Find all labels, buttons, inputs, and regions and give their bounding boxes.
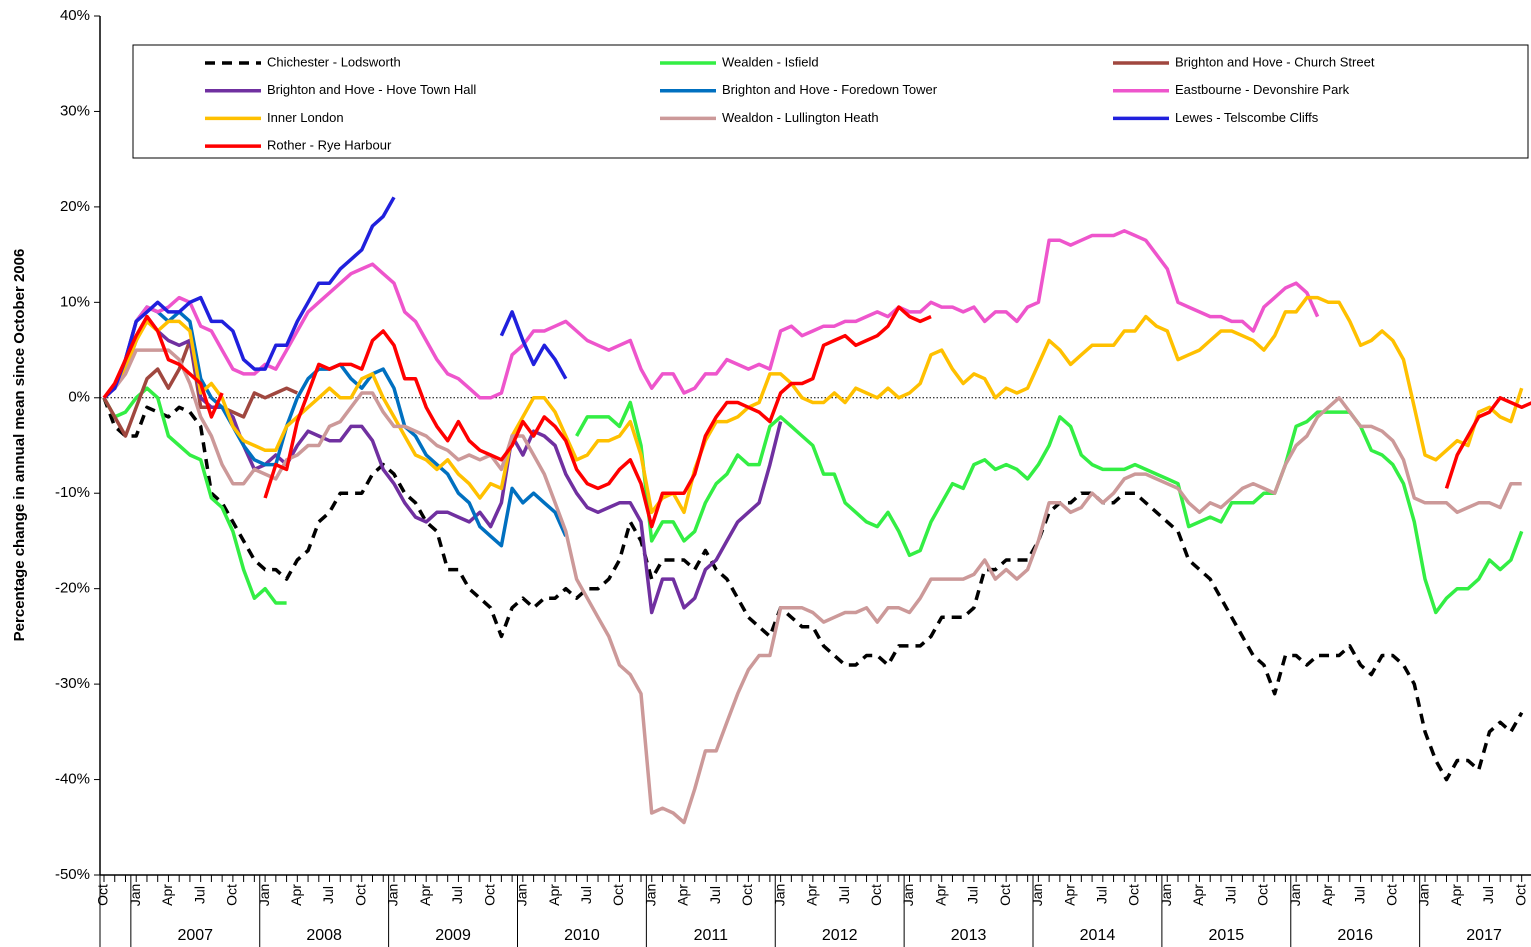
x-tick-label: Jan	[1029, 884, 1045, 907]
x-tick-label: Jan	[385, 884, 401, 907]
x-tick-label: Apr	[1190, 884, 1206, 906]
x-tick-label: Jan	[1416, 884, 1432, 907]
series-line	[102, 397, 1524, 782]
year-label: 2009	[435, 927, 471, 944]
year-label: 2016	[1337, 927, 1373, 944]
x-tick-label: Oct	[868, 884, 884, 906]
y-tick-label: -20%	[55, 580, 90, 597]
x-tick-label: Jul	[1351, 886, 1367, 904]
x-tick-label: Oct	[610, 884, 626, 906]
series-line	[102, 229, 1320, 400]
legend-label: Chichester - Lodsworth	[267, 54, 401, 69]
x-tick-label: Jul	[1480, 886, 1496, 904]
x-tick-label: Apr	[804, 884, 820, 906]
legend-label: Wealdon - Lullington Heath	[722, 110, 879, 125]
series-line	[102, 196, 568, 400]
x-tick-label: Jul	[578, 886, 594, 904]
y-tick-label: -40%	[55, 771, 90, 788]
year-label: 2013	[951, 927, 987, 944]
x-tick-label: Apr	[1448, 884, 1464, 906]
x-tick-label: Oct	[997, 884, 1013, 906]
legend-label: Brighton and Hove - Hove Town Hall	[267, 82, 476, 97]
series-line	[102, 295, 1524, 515]
x-tick-label: Oct	[1126, 884, 1142, 906]
series-line	[102, 305, 1531, 529]
y-tick-label: -10%	[55, 484, 90, 501]
x-tick-label: Apr	[932, 884, 948, 906]
x-tick-label: Apr	[417, 884, 433, 906]
legend-label: Brighton and Hove - Foredown Tower	[722, 82, 938, 97]
x-tick-label: Apr	[288, 884, 304, 906]
x-tick-label: Jul	[320, 886, 336, 904]
x-tick-label: Oct	[739, 884, 755, 906]
y-tick-label: 30%	[60, 102, 90, 119]
x-tick-label: Jul	[191, 886, 207, 904]
x-tick-label: Jan	[514, 884, 530, 907]
x-tick-label: Jul	[1094, 886, 1110, 904]
x-tick-label: Apr	[1061, 884, 1077, 906]
year-label: 2011	[694, 927, 729, 944]
year-label: 2008	[306, 927, 342, 944]
legend-label: Rother - Rye Harbour	[267, 138, 392, 153]
series-line	[102, 348, 1522, 825]
legend-box	[132, 44, 1529, 159]
x-tick-label: Oct	[481, 884, 497, 906]
y-tick-label: -50%	[55, 866, 90, 883]
year-label: 2017	[1466, 927, 1502, 944]
x-tick-label: Apr	[1319, 884, 1335, 906]
x-tick-label: Oct	[1384, 884, 1400, 906]
year-label: 2015	[1209, 927, 1245, 944]
x-tick-label: Jul	[449, 886, 465, 904]
year-label: 2012	[822, 927, 858, 944]
x-tick-label: Jul	[707, 886, 723, 904]
x-tick-label: Jan	[1287, 884, 1303, 907]
y-tick-label: 0%	[68, 389, 90, 406]
y-axis-title: Percentage change in annual mean since O…	[11, 249, 28, 642]
x-tick-label: Oct	[352, 884, 368, 906]
legend-label: Wealden - Isfield	[722, 54, 819, 69]
y-tick-label: 40%	[60, 7, 90, 24]
year-label: 2007	[177, 927, 213, 944]
y-tick-label: 10%	[60, 293, 90, 310]
legend: Chichester - Lodsworth Wealden - Isfield B…	[132, 44, 1529, 159]
legend-label: Inner London	[267, 110, 344, 125]
legend-label: Lewes - Telscombe Cliffs	[1175, 110, 1319, 125]
x-tick-label: Jan	[256, 884, 272, 907]
x-tick-label: Apr	[675, 884, 691, 906]
x-tick-label: Jan	[771, 884, 787, 907]
x-tick-label: Oct	[1512, 884, 1528, 906]
x-tick-label: Jul	[965, 886, 981, 904]
series-line	[102, 386, 1524, 615]
year-label: 2010	[564, 927, 600, 944]
x-tick-label: Jan	[1158, 884, 1174, 907]
x-tick-label: Oct	[224, 884, 240, 906]
x-tick-label: Apr	[546, 884, 562, 906]
year-label: 2014	[1080, 927, 1116, 944]
y-tick-label: 20%	[60, 198, 90, 215]
y-tick-label: -30%	[55, 675, 90, 692]
x-tick-label: Jul	[836, 886, 852, 904]
legend-label: Eastbourne - Devonshire Park	[1175, 82, 1350, 97]
x-tick-label: Jan	[900, 884, 916, 907]
series-line	[102, 338, 299, 438]
x-tick-label: Jan	[642, 884, 658, 907]
legend-label: Brighton and Hove - Church Street	[1175, 54, 1375, 69]
x-tick-label: Oct	[95, 884, 111, 906]
x-tick-label: Jan	[127, 884, 143, 907]
x-tick-label: Jul	[1222, 886, 1238, 904]
x-tick-label: Oct	[1255, 884, 1271, 906]
x-tick-label: Apr	[159, 884, 175, 906]
